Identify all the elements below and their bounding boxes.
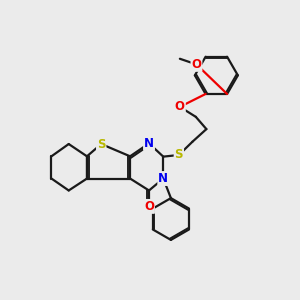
Text: S: S [97,137,106,151]
Text: S: S [175,148,183,161]
Text: N: N [144,137,154,150]
Text: O: O [191,58,202,71]
Text: O: O [144,200,154,213]
Text: O: O [175,100,185,113]
Text: N: N [158,172,168,185]
